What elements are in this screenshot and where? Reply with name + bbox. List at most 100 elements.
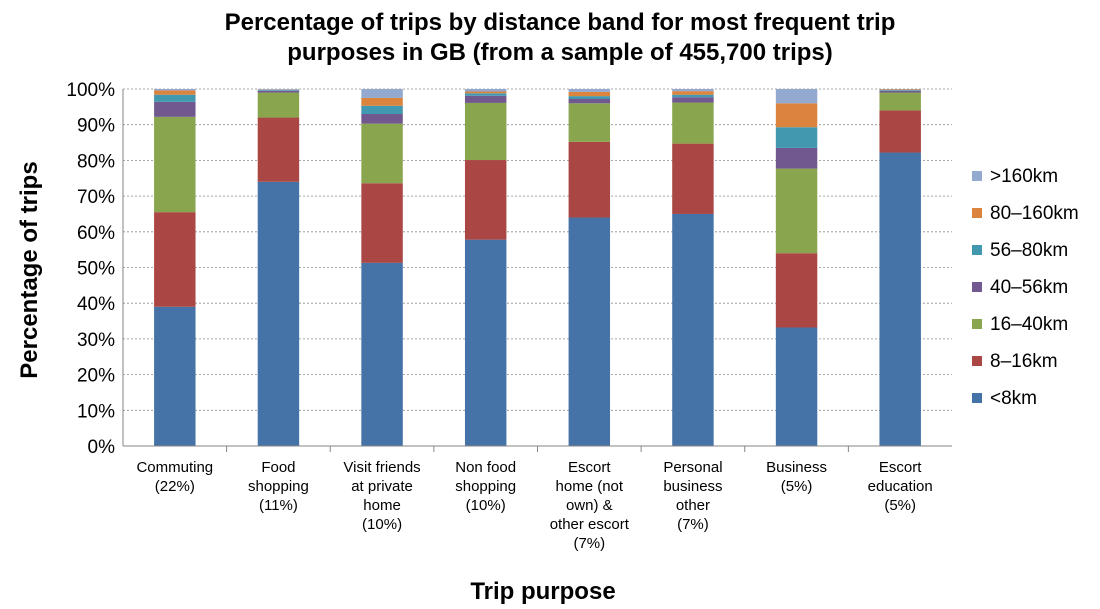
x-tick-label: Visit friends at private home (10%) xyxy=(343,459,420,533)
bar-segment xyxy=(879,152,921,446)
x-tick-label: Food shopping (11%) xyxy=(248,459,309,514)
x-tick-label: Personal business other (7%) xyxy=(663,459,722,533)
x-tick-label: Non food shopping (10%) xyxy=(455,459,516,514)
bar-segment xyxy=(568,89,611,92)
bar-segment xyxy=(154,89,196,91)
legend-label: 16–40km xyxy=(990,314,1068,335)
bar-segment xyxy=(361,105,403,114)
bar-segment xyxy=(568,217,611,446)
y-tick-label: 30% xyxy=(77,330,115,351)
bar-segment xyxy=(672,94,714,98)
bar-segment xyxy=(568,141,611,218)
legend-label: >160km xyxy=(990,166,1058,187)
bar-segment xyxy=(775,168,818,254)
y-axis-title: Percentage of trips xyxy=(16,161,43,378)
bar-segment xyxy=(257,89,300,90)
bar-segment xyxy=(672,91,714,95)
bar-segment xyxy=(775,327,818,446)
gridlines xyxy=(123,88,952,411)
bar-segment xyxy=(154,94,196,102)
y-tick-label: 10% xyxy=(77,401,115,422)
bar-segment xyxy=(464,93,507,96)
bar-segment xyxy=(568,98,611,104)
x-axis-title: Trip purpose xyxy=(470,578,615,605)
bar-segment xyxy=(464,89,507,92)
bar-segment xyxy=(154,116,196,213)
y-tick-label: 20% xyxy=(77,366,115,387)
bar-segment xyxy=(154,212,196,307)
bar-segment xyxy=(464,102,507,161)
axes xyxy=(122,89,952,452)
bar-segment xyxy=(568,103,611,142)
bar-segment xyxy=(361,123,403,184)
legend-swatch xyxy=(972,319,982,329)
bar-segment xyxy=(879,89,921,91)
bar-segment xyxy=(568,96,611,99)
legend-swatch xyxy=(972,171,982,181)
bar-segment xyxy=(154,90,196,95)
chart-title-line-2: purposes in GB (from a sample of 455,700… xyxy=(287,39,832,66)
bar-segment xyxy=(775,147,818,169)
chart-title-line-1: Percentage of trips by distance band for… xyxy=(225,9,896,36)
bars xyxy=(154,89,921,446)
legend-label: 8–16km xyxy=(990,351,1058,372)
bar-segment xyxy=(154,306,196,446)
bar-segment xyxy=(672,97,714,103)
legend-label: 80–160km xyxy=(990,203,1079,224)
bar-segment xyxy=(257,117,300,182)
x-tick-label: Escort education (5%) xyxy=(868,459,933,514)
y-tick-label: 100% xyxy=(66,80,115,101)
y-tick-label: 0% xyxy=(88,437,116,458)
bar-segment xyxy=(672,143,714,214)
legend-swatch xyxy=(972,356,982,366)
bar-segment xyxy=(775,89,818,104)
y-tick-label: 80% xyxy=(77,151,115,172)
legend-swatch xyxy=(972,208,982,218)
bar-segment xyxy=(154,101,196,117)
bar-segment xyxy=(257,181,300,446)
bar-segment xyxy=(361,183,403,263)
bar-segment xyxy=(879,110,921,153)
bar-segment xyxy=(464,91,507,94)
bar-segment xyxy=(464,95,507,103)
x-tick-label: Escort home (not own) & other escort (7%) xyxy=(550,459,630,552)
bar-segment xyxy=(775,103,818,128)
bar-segment xyxy=(361,262,403,446)
y-tick-label: 70% xyxy=(77,187,115,208)
legend-label: 40–56km xyxy=(990,277,1068,298)
chart-title: Percentage of trips by distance band for… xyxy=(225,9,896,66)
bar-segment xyxy=(361,97,403,106)
y-tick-label: 40% xyxy=(77,294,115,315)
y-tick-labels: 0% 10% 20% 30% 40% 50% 60% 70% 80% 90% 100% xyxy=(66,80,115,458)
bar-segment xyxy=(879,90,921,93)
bar-segment xyxy=(879,90,921,91)
bar-segment xyxy=(257,90,300,93)
legend: <8km 8–16km 16–40km 40–56km 56–80km 80–160km >… xyxy=(972,166,1079,409)
legend-swatch xyxy=(972,282,982,292)
legend-label: 56–80km xyxy=(990,240,1068,261)
legend-swatch xyxy=(972,245,982,255)
bar-segment xyxy=(361,89,403,98)
y-tick-label: 50% xyxy=(77,259,115,280)
bar-segment xyxy=(568,91,611,97)
x-tick-label: Commuting (22%) xyxy=(136,459,213,495)
bar-segment xyxy=(672,213,714,446)
x-tick-label: Business (5%) xyxy=(766,459,827,495)
x-tick-labels: Commuting (22%) Food shopping (11%) Visit fri… xyxy=(136,459,932,552)
bar-segment xyxy=(775,253,818,328)
bar-segment xyxy=(879,92,921,111)
bar-segment xyxy=(257,92,300,118)
bar-segment xyxy=(672,89,714,92)
y-tick-label: 90% xyxy=(77,116,115,137)
bar-segment xyxy=(361,113,403,124)
bar-segment xyxy=(257,90,300,91)
legend-label: <8km xyxy=(990,388,1037,409)
bar-segment xyxy=(672,102,714,144)
legend-swatch xyxy=(972,393,982,403)
y-tick-label: 60% xyxy=(77,223,115,244)
bar-segment xyxy=(464,160,507,240)
bar-segment xyxy=(464,239,507,446)
bar-segment xyxy=(775,127,818,148)
